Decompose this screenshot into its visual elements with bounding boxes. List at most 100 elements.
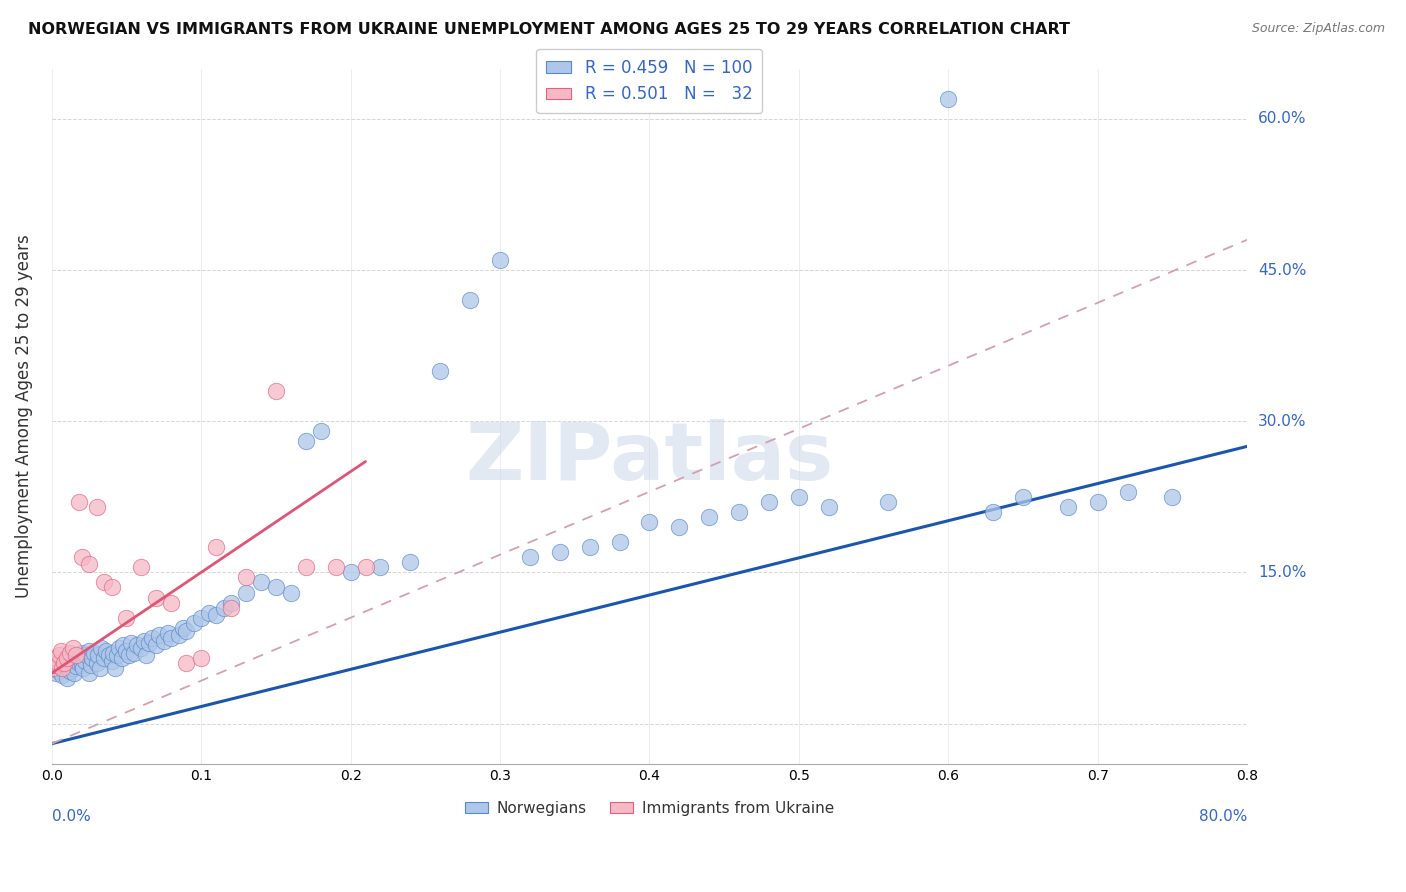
Text: 15.0%: 15.0% [1258, 565, 1306, 580]
Point [49, 644, 72, 658]
Point [339, 566, 361, 580]
Point [42, 661, 65, 675]
Point [59, 664, 82, 678]
Point [55, 651, 77, 665]
Point [75, 648, 97, 662]
Point [167, 628, 190, 642]
Point [697, 510, 720, 524]
Text: 30.0%: 30.0% [1258, 414, 1306, 429]
Point [135, 648, 157, 662]
Point [160, 596, 183, 610]
Point [46, 658, 69, 673]
Point [205, 607, 228, 622]
Point [111, 651, 134, 665]
Point [45, 651, 67, 665]
Point [787, 490, 810, 504]
Point [145, 591, 167, 605]
Point [77, 558, 100, 572]
Point [758, 495, 780, 509]
Point [1116, 484, 1139, 499]
Point [548, 545, 571, 559]
Point [370, 560, 392, 574]
Text: Source: ZipAtlas.com: Source: ZipAtlas.com [1251, 22, 1385, 36]
Point [264, 384, 287, 398]
Point [86, 656, 108, 670]
Point [83, 646, 105, 660]
Point [73, 654, 96, 668]
Point [936, 92, 959, 106]
Point [1056, 500, 1078, 514]
Point [609, 535, 631, 549]
Point [138, 636, 160, 650]
Point [93, 575, 115, 590]
Point [48, 664, 70, 678]
Point [51, 661, 73, 675]
Point [79, 658, 101, 673]
Point [458, 293, 481, 308]
Point [62, 661, 84, 675]
Point [62, 640, 84, 655]
Point [125, 638, 148, 652]
Point [219, 596, 242, 610]
Point [122, 646, 145, 660]
Point [1012, 490, 1035, 504]
Point [93, 651, 115, 665]
Point [63, 666, 86, 681]
Text: 80.0%: 80.0% [1199, 809, 1247, 824]
Point [69, 651, 91, 665]
Point [131, 640, 153, 655]
Point [59, 646, 82, 660]
Point [235, 585, 257, 599]
Point [41, 656, 63, 670]
Point [145, 638, 167, 652]
Point [219, 600, 242, 615]
Point [354, 560, 377, 574]
Point [817, 500, 839, 514]
Point [118, 648, 141, 662]
Y-axis label: Unemployment Among Ages 25 to 29 years: Unemployment Among Ages 25 to 29 years [15, 235, 32, 598]
Point [399, 555, 422, 569]
Point [107, 648, 129, 662]
Point [100, 581, 122, 595]
Point [120, 636, 142, 650]
Point [489, 252, 512, 267]
Point [55, 671, 77, 685]
Point [70, 550, 93, 565]
Point [212, 600, 235, 615]
Point [97, 648, 120, 662]
Point [65, 659, 87, 673]
Point [183, 615, 205, 630]
Point [728, 505, 751, 519]
Point [48, 648, 70, 662]
Point [235, 570, 257, 584]
Point [103, 661, 125, 675]
Point [115, 611, 138, 625]
Point [48, 656, 70, 670]
Point [87, 648, 110, 662]
Point [174, 656, 197, 670]
Point [429, 364, 451, 378]
Point [115, 644, 138, 658]
Point [148, 628, 170, 642]
Point [197, 606, 219, 620]
Point [174, 624, 197, 638]
Point [160, 631, 183, 645]
Point [157, 625, 180, 640]
Text: ZIPatlas: ZIPatlas [465, 419, 834, 497]
Point [86, 500, 108, 514]
Point [70, 658, 93, 673]
Point [67, 656, 90, 670]
Point [72, 661, 94, 675]
Point [578, 540, 600, 554]
Point [77, 666, 100, 681]
Point [205, 540, 228, 554]
Point [80, 651, 103, 665]
Point [52, 656, 75, 670]
Point [63, 653, 86, 667]
Point [190, 611, 212, 625]
Point [1161, 490, 1184, 504]
Text: 60.0%: 60.0% [1258, 112, 1306, 127]
Point [44, 661, 66, 675]
Point [51, 668, 73, 682]
Point [1087, 495, 1109, 509]
